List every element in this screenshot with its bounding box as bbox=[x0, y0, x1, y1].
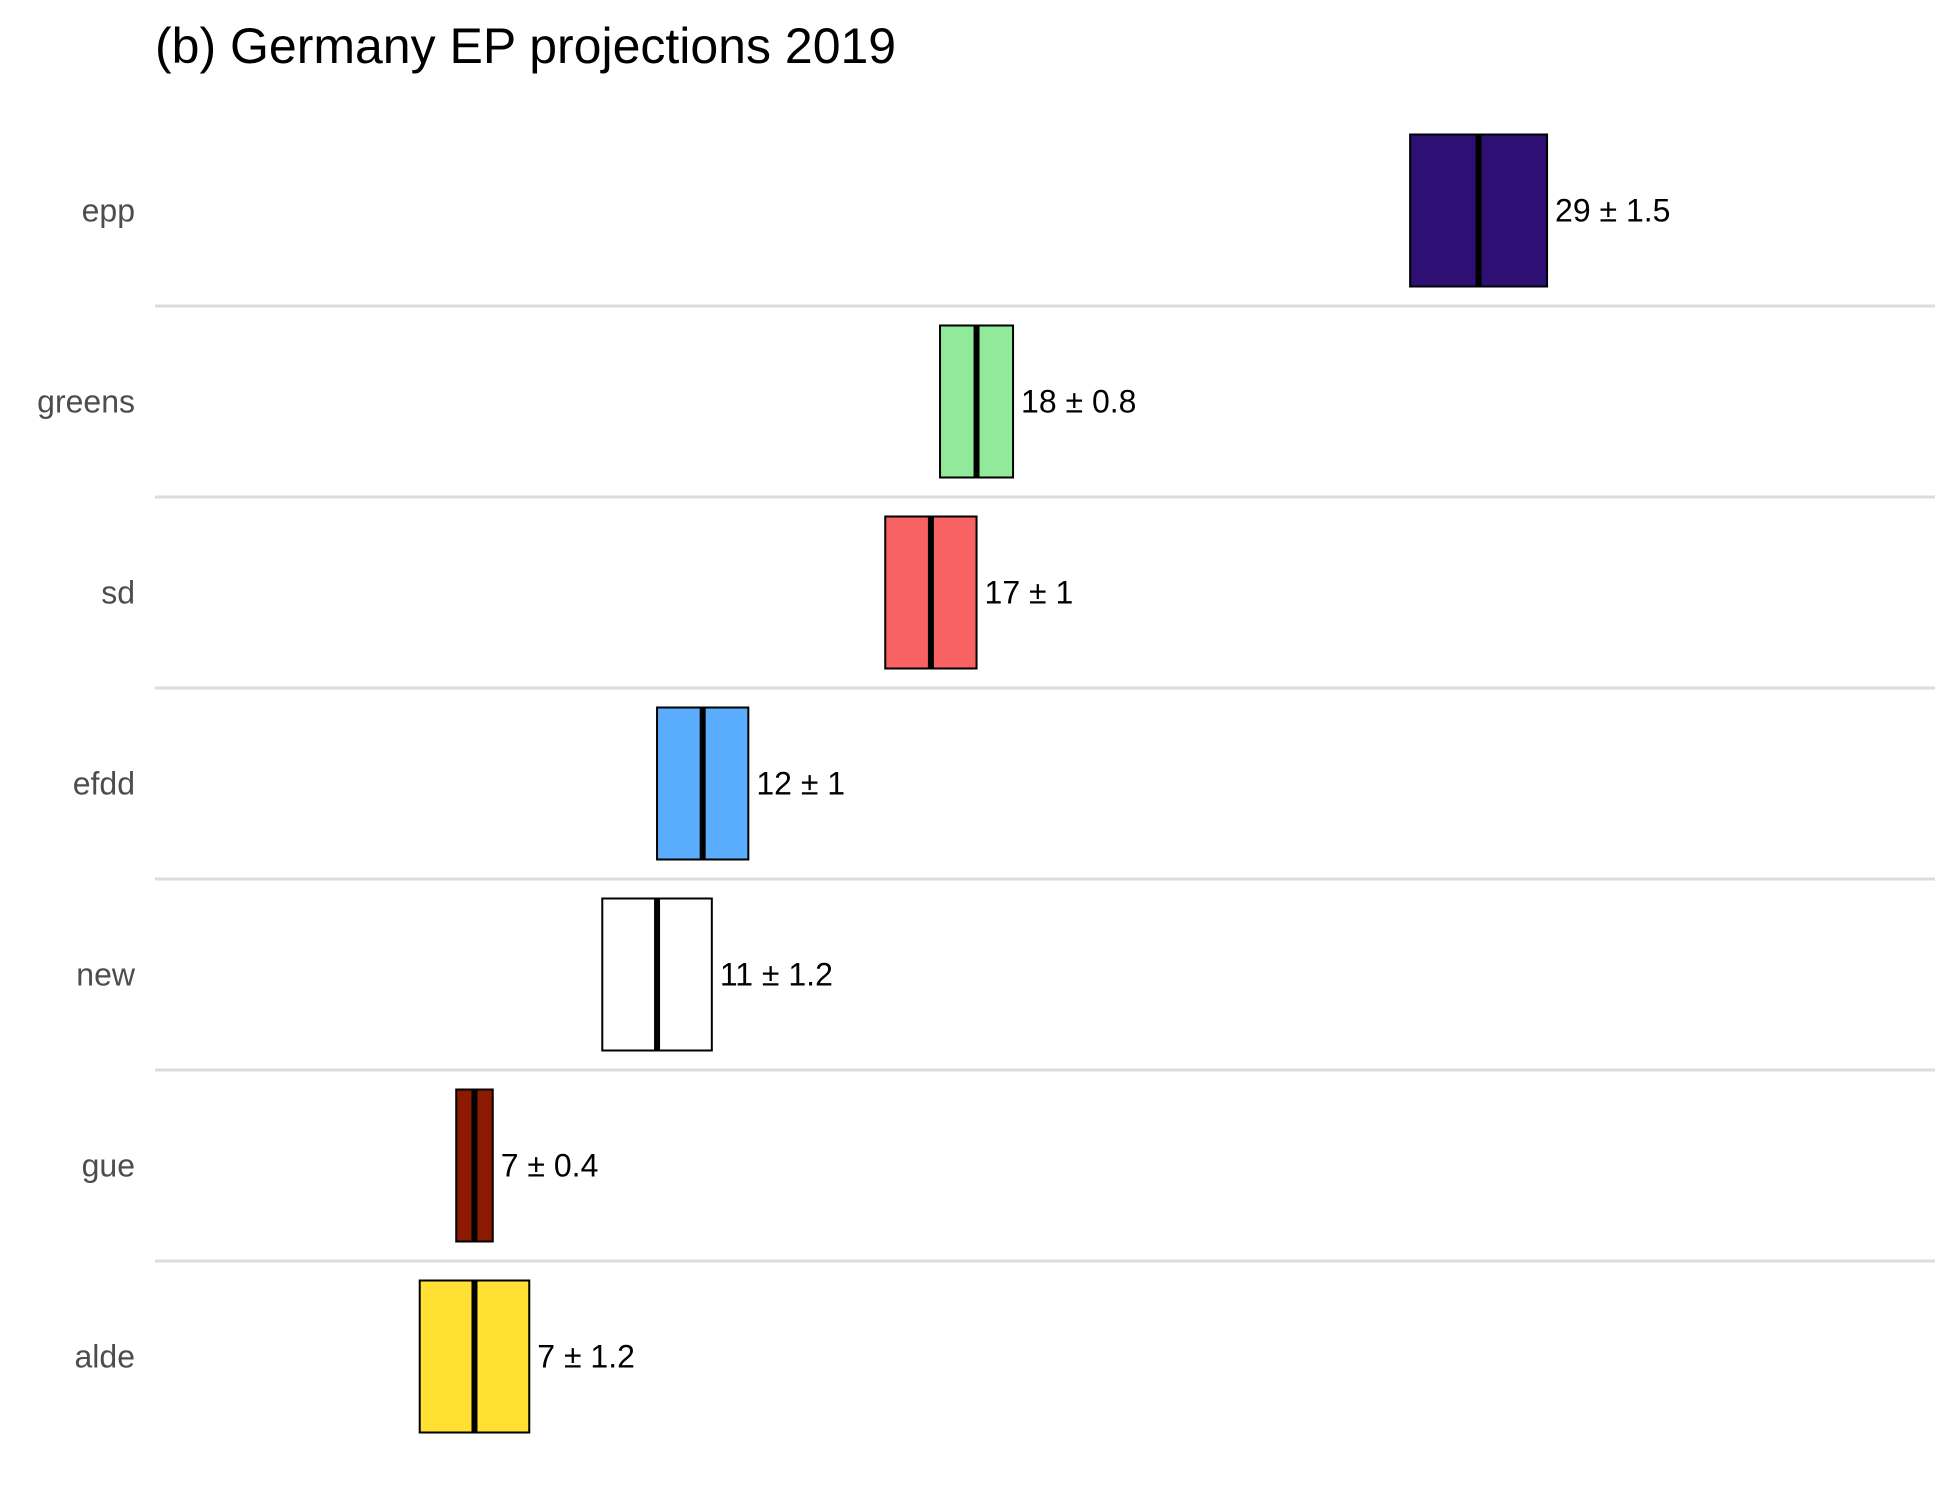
category-label: efdd bbox=[73, 766, 135, 802]
chart-title: (b) Germany EP projections 2019 bbox=[155, 18, 896, 74]
category-label: greens bbox=[37, 384, 135, 420]
labels-layer: epp 29 ± 1.5 greens 18 ± 0.8 sd 17 ± 1 efdd 12 … bbox=[37, 193, 1670, 1375]
category-label: epp bbox=[82, 193, 135, 229]
category-label: new bbox=[76, 957, 136, 993]
value-label: 17 ± 1 bbox=[985, 575, 1074, 611]
value-label: 29 ± 1.5 bbox=[1555, 193, 1670, 229]
category-label: gue bbox=[82, 1148, 135, 1184]
grid-layer bbox=[155, 304, 1935, 1263]
value-label: 12 ± 1 bbox=[756, 766, 845, 802]
value-label: 18 ± 0.8 bbox=[1021, 384, 1136, 420]
value-label: 11 ± 1.2 bbox=[720, 957, 833, 993]
value-label: 7 ± 0.4 bbox=[501, 1148, 599, 1184]
category-label: sd bbox=[101, 575, 135, 611]
bars-layer bbox=[418, 133, 1549, 1434]
category-label: alde bbox=[75, 1339, 136, 1375]
value-label: 7 ± 1.2 bbox=[537, 1339, 635, 1375]
